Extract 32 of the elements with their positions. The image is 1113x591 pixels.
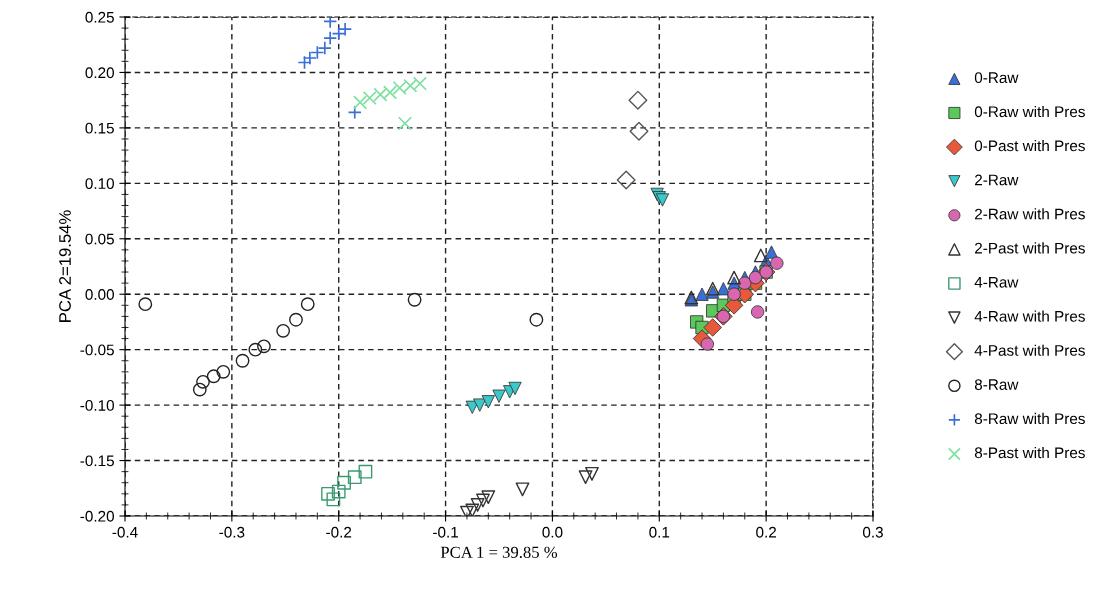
- legend-label: 0-Raw: [974, 72, 1019, 84]
- x-tick-label: -0.3: [219, 526, 245, 538]
- y-tick-label: 0.20: [85, 67, 114, 79]
- legend-label: 0-Raw with Pres: [974, 105, 1085, 118]
- x-tick-label: 0.0: [542, 526, 563, 538]
- y-tick-label: 0.05: [85, 233, 114, 245]
- y-tick-label: -0.20: [80, 510, 114, 522]
- legend-label: 0-Past with Pres: [974, 140, 1085, 152]
- x-tick-label: -0.2: [326, 526, 352, 538]
- legend-label: 2-Raw with Pres: [975, 208, 1085, 220]
- legend-label: 8-Raw with Pres: [974, 412, 1085, 425]
- y-tick-label: 0.10: [85, 178, 114, 190]
- y-tick-label: -0.15: [80, 455, 114, 467]
- y-tick-label: 0.25: [85, 11, 114, 23]
- x-tick-label: 0.2: [756, 526, 776, 538]
- legend-label: 4-Raw: [974, 276, 1019, 288]
- legend-label: 2-Past with Pres: [975, 242, 1085, 254]
- x-tick-label: -0.4: [112, 526, 138, 538]
- x-axis-title: PCA 1 = 39.85 %: [440, 546, 558, 559]
- y-tick-label: -0.10: [80, 399, 114, 411]
- y-tick-label: 0.00: [85, 289, 114, 300]
- legend-label: 8-Raw: [974, 379, 1019, 390]
- x-tick-label: 0.1: [649, 526, 670, 538]
- legend-label: 4-Past with Pres: [974, 344, 1085, 356]
- y-tick-label: -0.05: [80, 344, 114, 356]
- legend-label: 8-Past with Pres: [974, 446, 1085, 459]
- x-tick-label: -0.1: [433, 526, 458, 538]
- x-tick-label: 0.3: [862, 526, 883, 538]
- y-axis-title: PCA 2=19.54%: [59, 210, 71, 322]
- y-tick-label: 0.15: [85, 122, 114, 134]
- legend-label: 2-Raw: [975, 174, 1019, 186]
- legend-label: 4-Raw with Pres: [974, 310, 1085, 322]
